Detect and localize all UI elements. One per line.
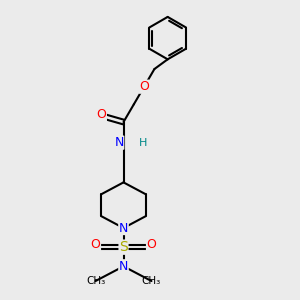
Text: N: N xyxy=(119,260,128,273)
Text: CH₃: CH₃ xyxy=(142,276,161,286)
Text: O: O xyxy=(91,238,100,251)
Text: N: N xyxy=(119,221,128,235)
Text: O: O xyxy=(139,80,149,93)
Text: CH₃: CH₃ xyxy=(86,276,105,286)
Text: N: N xyxy=(114,136,124,149)
Text: S: S xyxy=(119,240,128,254)
Text: O: O xyxy=(146,238,156,251)
Text: O: O xyxy=(97,108,106,121)
Text: H: H xyxy=(139,138,147,148)
